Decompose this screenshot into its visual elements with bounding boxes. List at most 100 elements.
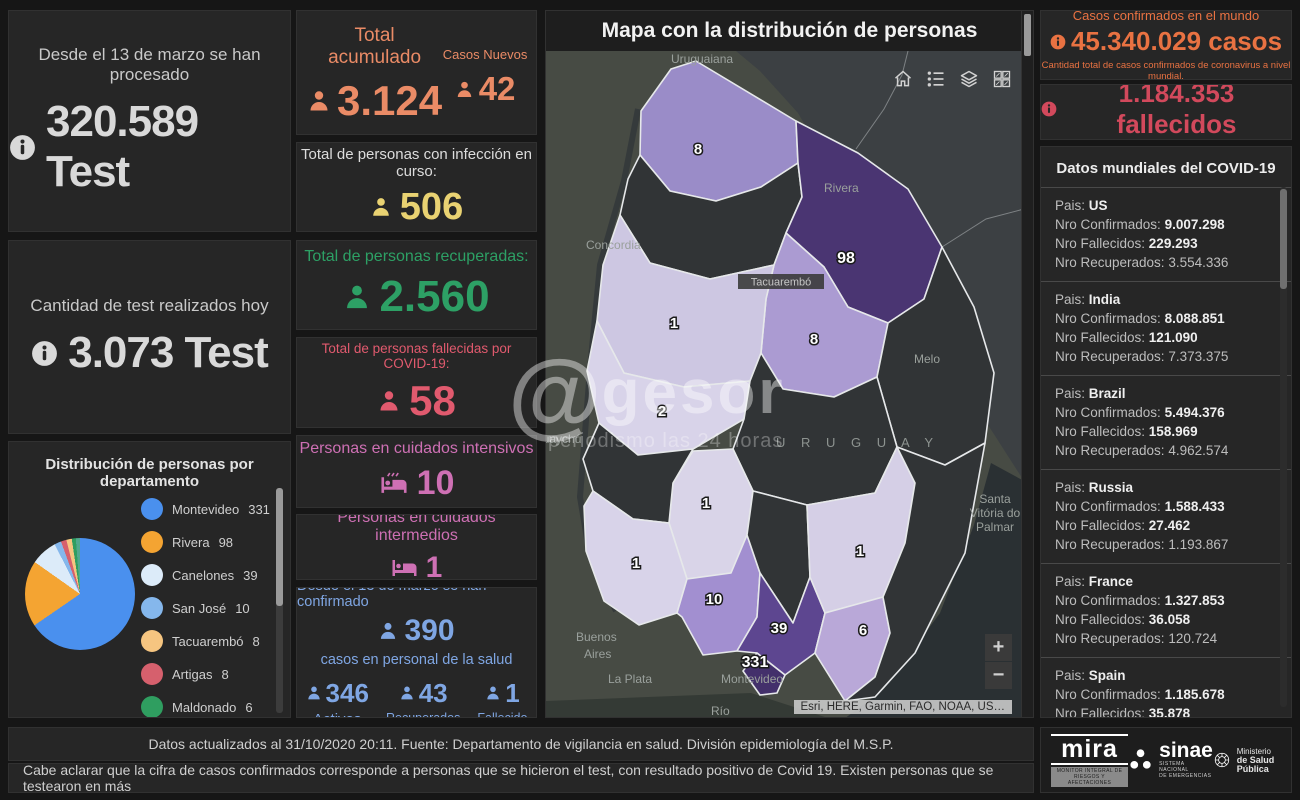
- map-label-rio: Río: [711, 704, 730, 718]
- legend-swatch: [141, 564, 163, 586]
- legend-value: 39: [243, 567, 258, 583]
- legend-item-maldonado[interactable]: Maldonado 6: [141, 696, 271, 717]
- footer-logos-bar: mira MONITOR INTEGRAL DE RIESGOS Y AFECT…: [1040, 727, 1292, 793]
- map-region-rio-negro[interactable]: [586, 320, 751, 456]
- icu-title: Personas en cuidados intensivos: [299, 440, 534, 457]
- legend-item-rivera[interactable]: Rivera 98: [141, 531, 271, 553]
- layers-icon[interactable]: [957, 67, 981, 91]
- msp-logo: Ministerio de Salud Pública: [1214, 747, 1281, 774]
- person-icon: [307, 686, 320, 700]
- footer-note-text: Cabe aclarar que la cifra de casos confi…: [23, 763, 994, 793]
- legend-swatch: [141, 630, 163, 652]
- recovered-label: Nro Recuperados:: [1055, 537, 1165, 552]
- map-scrollbar-thumb[interactable]: [1024, 14, 1031, 56]
- basemap-gallery-icon[interactable]: [990, 67, 1014, 91]
- country-label: Pais:: [1055, 668, 1086, 683]
- sinae-logo-icon: [1130, 749, 1151, 769]
- deaths-value: 229.293: [1148, 236, 1198, 251]
- map-scrollbar[interactable]: [1021, 11, 1033, 717]
- panel-tests-processed: Desde el 13 de marzo se han procesado 32…: [8, 10, 291, 232]
- map-canvas[interactable]: 8 98 1 8 2 1 1 10 39 331 1 6 Uruguaiana …: [546, 51, 1024, 718]
- person-icon: [347, 285, 368, 309]
- confirmed-label: Nro Confirmados:: [1055, 593, 1161, 608]
- footer-updated-text: Datos actualizados al 31/10/2020 20:11. …: [148, 736, 894, 752]
- country-item-us: Pais: US Nro Confirmados: 9.007.298 Nro …: [1041, 187, 1291, 281]
- country-name: India: [1088, 292, 1121, 307]
- map-region-colonia[interactable]: [583, 490, 688, 626]
- health-personnel-subtitle: casos en personal de la salud: [320, 651, 513, 668]
- legend-item-sanjose[interactable]: San José 10: [141, 597, 271, 619]
- person-icon: [487, 686, 499, 700]
- recovered-value: 2.560: [379, 272, 490, 321]
- legend-scrollbar[interactable]: [276, 488, 283, 713]
- panel-tests-today: Cantidad de test realizados hoy 3.073 Te…: [8, 240, 291, 434]
- legend-value: 8: [252, 633, 260, 649]
- accumulated-title: Total acumulado: [328, 25, 422, 68]
- panel-accumulated: Total acumulado 3.124 personas confirmad…: [296, 10, 537, 135]
- accumulated-value: 3.124: [337, 77, 443, 124]
- legend-item-artigas[interactable]: Artigas 8: [141, 663, 271, 685]
- legend-item-canelones[interactable]: Canelones 39: [141, 564, 271, 586]
- legend-label: Tacuarembó: [172, 633, 244, 649]
- map-label-uruguaiana: Uruguaiana: [671, 52, 733, 66]
- panel-world-deaths: Fallecidos en el mundo 1.184.353 falleci…: [1040, 84, 1292, 140]
- health-stat-value: 346: [325, 677, 369, 708]
- map-toolbar: [891, 67, 1014, 91]
- legend-item-tacuarembo[interactable]: Tacuarembó 8: [141, 630, 271, 652]
- info-icon[interactable]: [1050, 34, 1066, 50]
- map-region-brazil: [736, 51, 1024, 481]
- legend-scrollbar-thumb[interactable]: [276, 488, 283, 606]
- country-label: Pais:: [1055, 480, 1086, 495]
- map-label-rivera-city: Rivera: [824, 181, 859, 195]
- legend-item-montevideo[interactable]: Montevideo 331: [141, 498, 271, 520]
- country-label: Pais:: [1055, 574, 1086, 589]
- person-icon: [401, 686, 413, 700]
- country-item-brazil: Pais: Brazil Nro Confirmados: 5.494.376 …: [1041, 375, 1291, 469]
- map-region-canelones[interactable]: [736, 572, 826, 676]
- active-cases-value: 506: [399, 185, 464, 228]
- recovered-label: Nro Recuperados:: [1055, 631, 1165, 646]
- map-border-line: [855, 51, 909, 150]
- world-list-scrollbar-thumb[interactable]: [1280, 189, 1287, 289]
- map-attribution: Esri, HERE, Garmin, FAO, NOAA, US…: [793, 700, 1012, 714]
- health-stat-label: Activos: [306, 711, 369, 718]
- info-icon[interactable]: [31, 340, 58, 367]
- person-icon: [381, 622, 396, 639]
- legend-list-icon[interactable]: [924, 67, 948, 91]
- person-icon: [457, 81, 471, 97]
- person-icon: [310, 91, 328, 111]
- confirmed-label: Nro Confirmados:: [1055, 217, 1161, 232]
- sinae-logo: sinae SISTEMA NACIONAL DE EMERGENCIAS: [1128, 739, 1214, 779]
- tests-processed-value: 320.589 Test: [46, 97, 199, 196]
- map-value-canelones: 39: [771, 620, 788, 637]
- legend-value: 8: [221, 666, 229, 682]
- map-title-bar: Mapa con la distribución de personas: [546, 11, 1033, 51]
- map-value-montevideo: 331: [742, 654, 769, 671]
- world-list-scrollbar[interactable]: [1280, 187, 1287, 707]
- map-region-montevideo[interactable]: [742, 652, 786, 696]
- msp-logo-emblem: [1214, 752, 1229, 768]
- home-icon[interactable]: [891, 67, 915, 91]
- pie-legend: Montevideo 331 Rivera 98 Canelones 39 Sa…: [141, 498, 271, 717]
- zoom-in-button[interactable]: +: [985, 634, 1012, 661]
- legend-label: San José: [172, 600, 227, 616]
- mira-logo-text: mira: [1051, 733, 1129, 765]
- country-label: Pais:: [1055, 198, 1086, 213]
- recovered-value: 4.962.574: [1168, 443, 1229, 458]
- map-value-rivera: 98: [837, 250, 855, 267]
- legend-swatch: [141, 498, 163, 520]
- legend-label: Maldonado: [172, 699, 237, 715]
- recovered-value: 1.193.867: [1168, 537, 1229, 552]
- zoom-out-button[interactable]: −: [985, 662, 1012, 689]
- info-icon[interactable]: [1041, 101, 1057, 117]
- health-personnel-title: Desde el 13 de marzo se han confirmado: [297, 588, 486, 610]
- info-icon[interactable]: [9, 134, 36, 161]
- intermediate-care-title: Personas en cuidados intermedios: [337, 514, 496, 544]
- pie-chart[interactable]: [25, 538, 135, 650]
- tests-processed-title: Desde el 13 de marzo se han procesado: [38, 45, 261, 84]
- map-border-line: [941, 208, 1024, 248]
- person-icon: [373, 198, 389, 216]
- sinae-logo-text: sinae: [1159, 739, 1213, 762]
- world-deaths-value: 1.184.353 fallecidos: [1116, 84, 1237, 139]
- msp-logo-text: Ministerio: [1236, 746, 1271, 756]
